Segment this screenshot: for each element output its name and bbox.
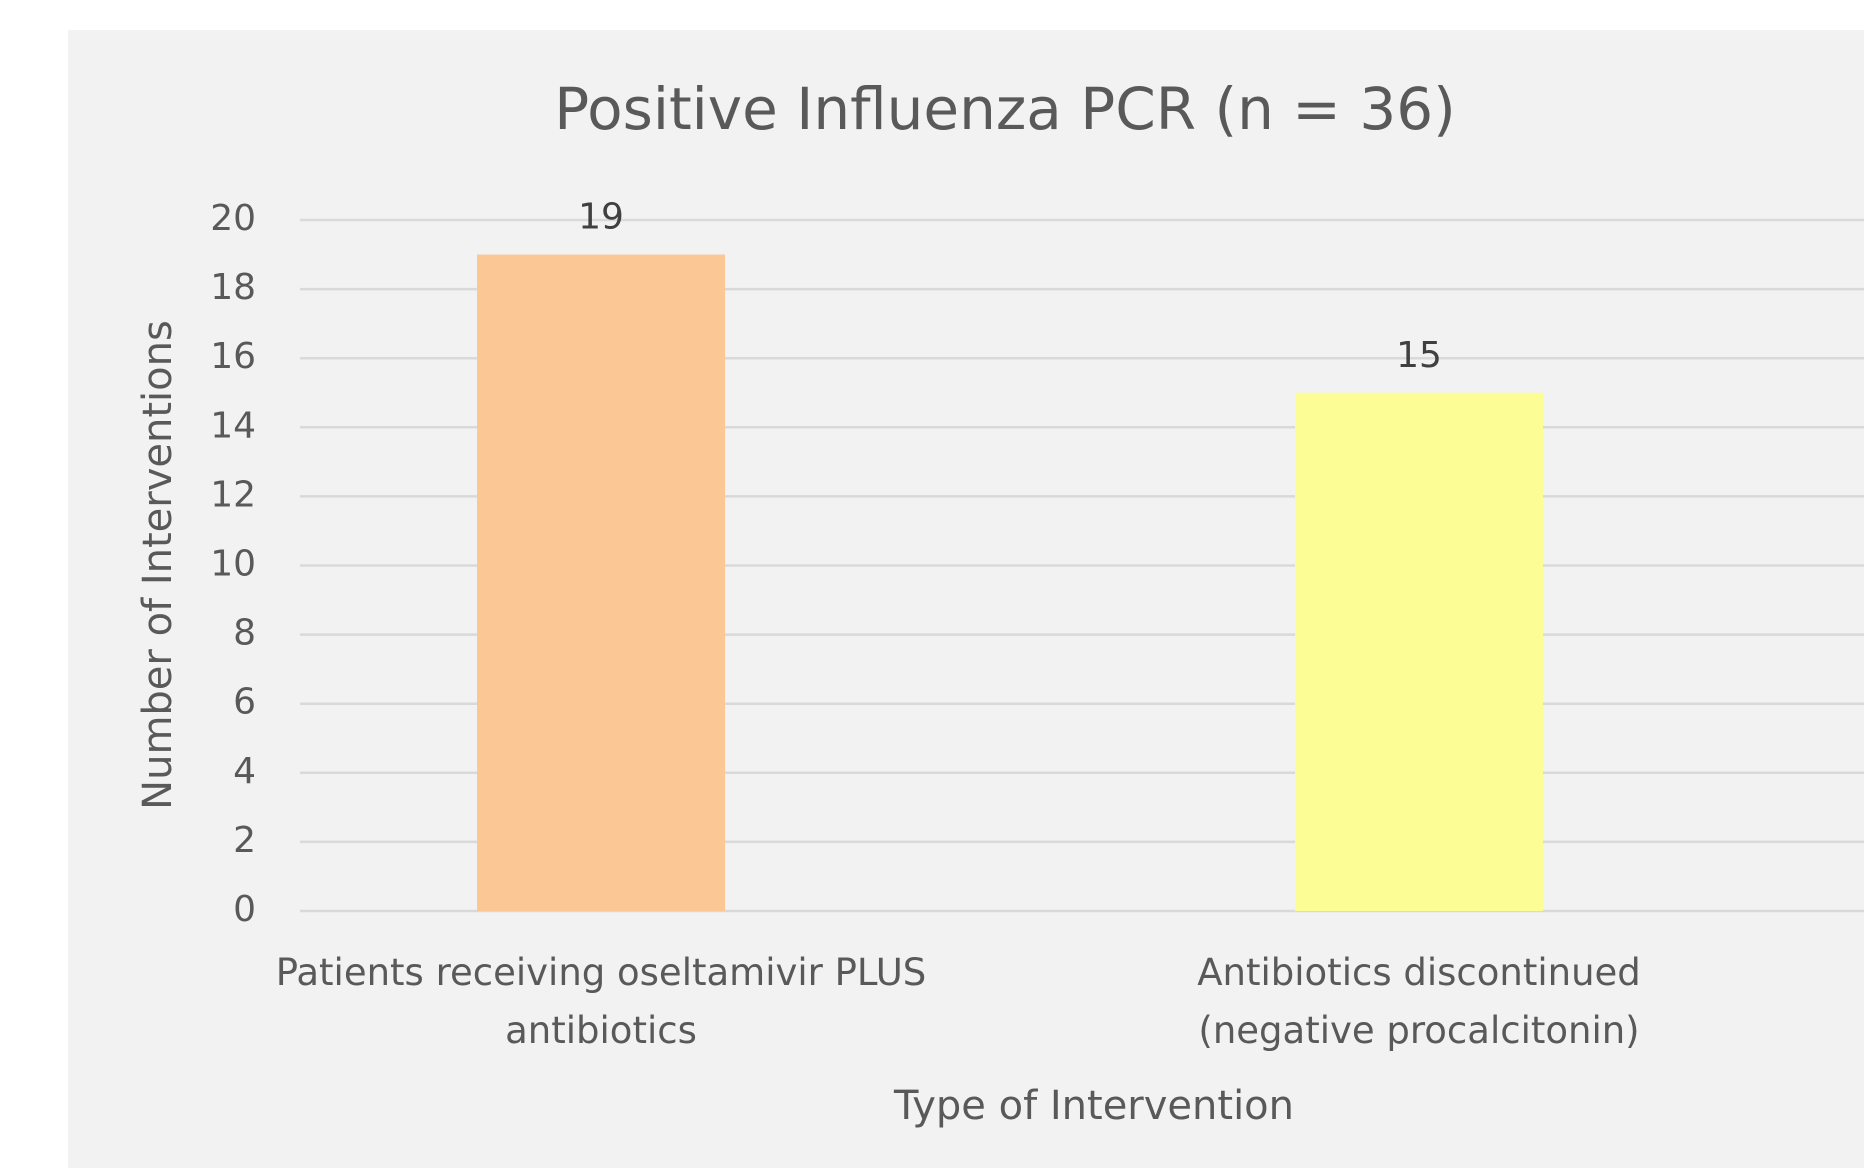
y-tick-label: 8 bbox=[233, 613, 256, 654]
y-tick-label: 14 bbox=[210, 405, 256, 446]
y-axis-title: Number of Interventions bbox=[135, 320, 181, 810]
bar bbox=[477, 254, 725, 912]
x-tick-label: Patients receiving oseltamivir PLUS anti… bbox=[275, 951, 927, 1052]
data-label: 19 bbox=[578, 197, 624, 238]
bar bbox=[1295, 392, 1543, 911]
y-tick-label: 2 bbox=[233, 820, 256, 861]
y-tick-label: 4 bbox=[233, 751, 256, 792]
y-tick-label: 0 bbox=[233, 889, 256, 930]
y-tick-label: 10 bbox=[210, 544, 256, 585]
data-label: 15 bbox=[1396, 335, 1442, 376]
x-axis-title: Type of Intervention bbox=[893, 1083, 1294, 1129]
y-tick-label: 6 bbox=[233, 682, 256, 723]
y-tick-label: 12 bbox=[210, 474, 256, 515]
y-tick-label: 18 bbox=[210, 267, 256, 308]
chart-title: Positive Influenza PCR (n = 36) bbox=[554, 75, 1456, 143]
y-tick-label: 20 bbox=[210, 198, 256, 239]
y-tick-label: 16 bbox=[210, 336, 256, 377]
x-tick-label: Antibiotics discontinued (negative proca… bbox=[1197, 951, 1641, 1052]
